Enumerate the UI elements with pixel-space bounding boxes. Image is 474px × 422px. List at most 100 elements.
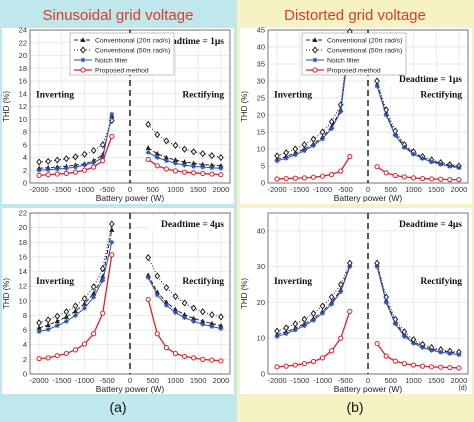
x-axis-label: Battery power (W) (96, 193, 165, 203)
data-point (310, 174, 317, 180)
data-point (374, 264, 380, 270)
data-point (145, 120, 152, 128)
data-point (209, 165, 215, 171)
data-point (173, 310, 178, 315)
y-tick-label: 12 (19, 102, 27, 111)
series-line (38, 223, 113, 324)
data-point (45, 355, 51, 361)
series-line (276, 262, 351, 332)
data-point (218, 322, 224, 328)
y-axis-label: THD (%) (2, 278, 11, 309)
y-tick-label: 40 (257, 43, 265, 52)
chart-panel-top-right: 0 5 10 15 20 25 30 35 40 45 -2000 -1500 -1000 -500 0 50… (240, 26, 469, 203)
data-point (199, 150, 206, 158)
data-point (301, 361, 307, 367)
data-point (54, 318, 60, 324)
x-tick-label: 1500 (428, 185, 445, 194)
data-point (54, 353, 60, 359)
data-point (163, 302, 169, 308)
data-point (145, 156, 151, 163)
annotation-rectifying: Rectifying (182, 90, 224, 100)
data-point (292, 175, 298, 181)
corner-label: (d) (458, 385, 467, 392)
data-point (419, 363, 426, 369)
data-point (45, 326, 51, 332)
series-2 (36, 111, 224, 173)
y-tick-label: 2 (23, 355, 27, 364)
series-line (376, 264, 459, 354)
legend-label: Notch filter (95, 58, 128, 65)
data-point (72, 302, 79, 310)
data-point (420, 156, 425, 161)
data-point (329, 126, 335, 131)
data-point (328, 118, 335, 126)
data-point (91, 164, 97, 170)
data-point (301, 148, 307, 154)
data-point (191, 315, 197, 321)
data-point (45, 167, 51, 173)
data-point (54, 323, 60, 329)
data-point (329, 171, 335, 178)
data-point (338, 168, 344, 174)
data-point (374, 340, 380, 347)
data-point (181, 299, 188, 307)
data-point (109, 252, 115, 258)
data-point (209, 324, 215, 329)
y-tick-label: 0 (23, 179, 27, 188)
x-tick-label: -1000 (75, 376, 94, 385)
data-point (182, 315, 187, 321)
data-point (63, 155, 70, 163)
data-point (163, 137, 170, 145)
legend-label: Proposed method (327, 68, 381, 75)
x-tick-label: 1000 (405, 185, 422, 194)
x-tick-label: -1500 (52, 376, 71, 385)
data-point (200, 164, 206, 170)
data-point (181, 169, 188, 175)
data-point (209, 357, 215, 363)
data-point (109, 111, 115, 117)
series-line (376, 166, 459, 181)
subfigure-label-b: (b) (346, 399, 363, 415)
y-axis-label: THD (%) (2, 91, 11, 122)
data-point (401, 174, 407, 180)
data-point (172, 141, 179, 149)
annotation-deadtime: Deadtime = 4μs (161, 220, 224, 230)
data-point (338, 335, 344, 341)
data-point (54, 166, 60, 172)
data-point (82, 305, 87, 311)
data-point (301, 175, 307, 181)
series-1 (36, 116, 224, 166)
data-point (172, 292, 179, 301)
x-tick-label: -500 (100, 185, 115, 194)
data-point (456, 165, 462, 171)
legend-label: Conventional (50π rad/s) (327, 48, 402, 55)
y-tick-label: 2 (23, 166, 27, 175)
data-point (438, 364, 444, 370)
data-point (218, 313, 224, 321)
data-point (374, 83, 380, 89)
series-3 (274, 308, 462, 371)
annotation-deadtime: Deadtime = 1μs (161, 37, 224, 47)
legend-marker (80, 57, 86, 63)
data-point (154, 292, 160, 298)
data-point (172, 306, 179, 312)
data-point (73, 164, 78, 170)
data-point (145, 296, 151, 302)
annotation-rectifying: Rectifying (420, 90, 462, 100)
data-point (191, 170, 197, 176)
data-point (181, 145, 188, 153)
data-point (283, 324, 290, 332)
x-tick-label: 2000 (451, 376, 468, 385)
y-tick-label: 10 (19, 115, 27, 124)
data-point (429, 159, 435, 165)
annotation-inverting: Inverting (36, 277, 74, 287)
data-point (190, 304, 197, 312)
data-point (310, 309, 317, 318)
data-point (154, 163, 160, 169)
y-tick-label: 30 (257, 262, 265, 271)
data-point (218, 165, 224, 171)
y-tick-label: 4 (23, 340, 27, 349)
y-tick-label: 18 (19, 238, 27, 247)
